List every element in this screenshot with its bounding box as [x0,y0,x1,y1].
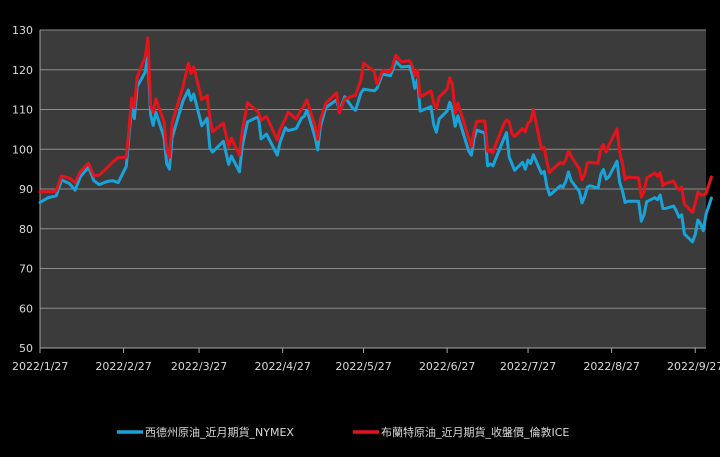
legend: 西德州原油_近月期貨_NYMEX 布蘭特原油_近月期貨_收盤價_倫敦ICE [117,425,569,439]
x-tick-label: 2022/4/27 [254,360,310,373]
y-tick-label: 120 [12,64,33,77]
x-tick-label: 2022/7/27 [500,360,556,373]
y-tick-label: 90 [19,183,33,196]
y-tick-label: 80 [19,223,33,236]
x-tick-label: 2022/1/27 [12,360,68,373]
x-tick-label: 2022/6/27 [419,360,475,373]
y-tick-label: 50 [19,342,33,355]
x-axis-ticks: 2022/1/27 2022/2/27 2022/3/27 2022/4/27 2022… [12,348,720,373]
x-tick-label: 2022/9/27 [667,360,720,373]
x-tick-label: 2022/5/27 [335,360,391,373]
y-tick-label: 100 [12,143,33,156]
y-tick-label: 60 [19,302,33,315]
y-axis-ticks: 50 60 70 80 90 100 110 120 130 [12,24,33,355]
y-tick-label: 70 [19,263,33,276]
series-line-0 [38,53,713,244]
legend-item-1: 布蘭特原油_近月期貨_收盤價_倫敦ICE [353,425,569,439]
x-tick-label: 2022/2/27 [95,360,151,373]
y-tick-label: 110 [12,104,33,117]
y-tick-label: 130 [12,24,33,37]
x-tick-label: 2022/8/27 [583,360,639,373]
series-lines [38,36,713,244]
gridlines [39,29,706,349]
x-tick-label: 2022/3/27 [171,360,227,373]
legend-label: 西德州原油_近月期貨_NYMEX [145,425,294,439]
legend-item-0: 西德州原油_近月期貨_NYMEX [117,425,294,439]
series-line-1 [38,36,713,214]
legend-label: 布蘭特原油_近月期貨_收盤價_倫敦ICE [381,425,569,439]
